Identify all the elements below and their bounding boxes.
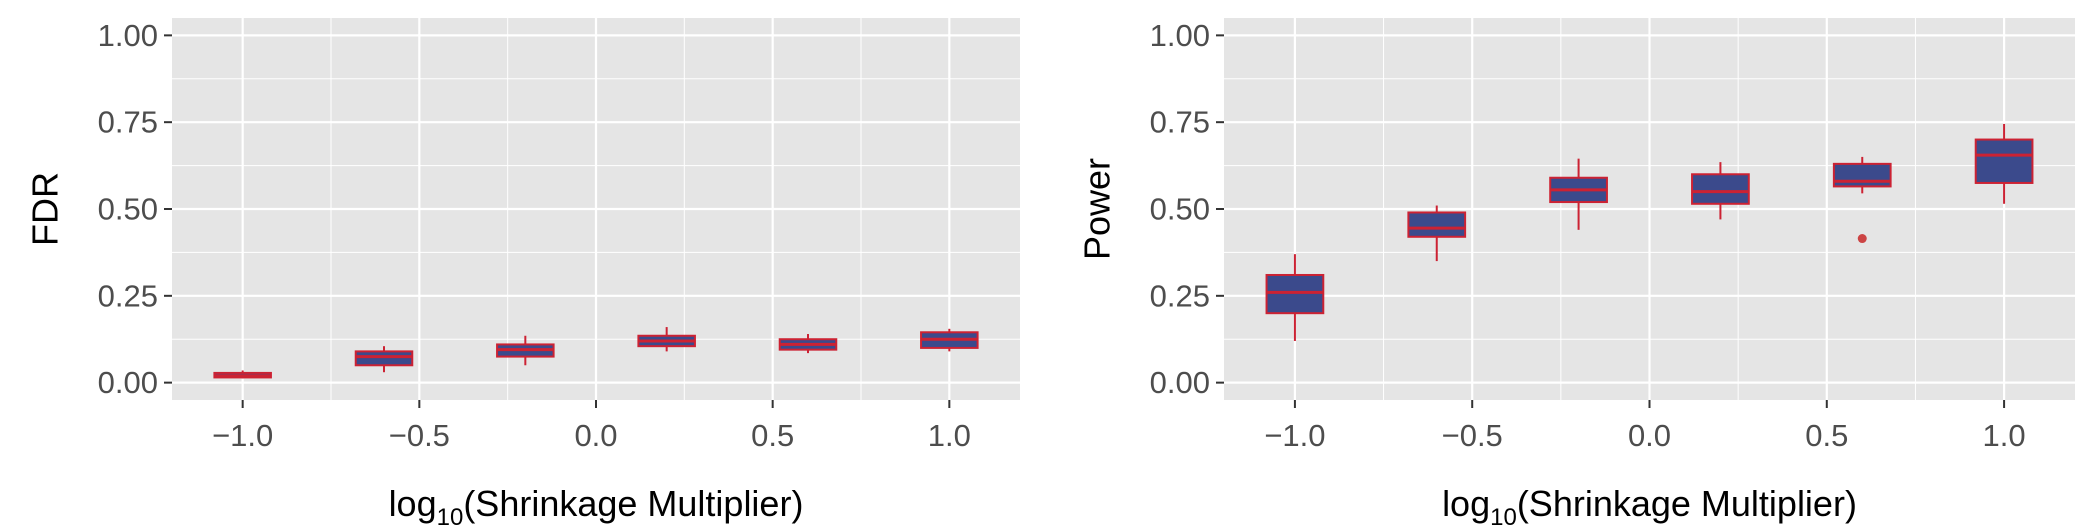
- x-axis-title-rest: (Shrinkage Multiplier): [463, 483, 803, 524]
- box-3: [637, 327, 696, 352]
- box-iqr: [1974, 138, 2034, 184]
- x-tick-label: −0.5: [389, 418, 450, 453]
- x-tick-label: 0.5: [1805, 418, 1848, 453]
- outlier-point: [1857, 234, 1867, 244]
- box-3: [1691, 162, 1750, 220]
- x-axis-title-subscript: 10: [1490, 504, 1517, 530]
- y-tick-label: 0.75: [1150, 105, 1210, 140]
- box-iqr: [354, 350, 414, 367]
- x-axis-title-log: log: [389, 483, 437, 524]
- x-tick-label: −1.0: [1264, 418, 1325, 453]
- box-2: [496, 335, 555, 366]
- y-tick-label: 0.50: [1150, 192, 1210, 227]
- y-axis-title: Power: [1077, 158, 1118, 260]
- box-1: [1407, 205, 1467, 262]
- box-iqr: [1407, 211, 1467, 238]
- box-iqr: [1265, 273, 1325, 315]
- x-axis-title-rest: (Shrinkage Multiplier): [1517, 483, 1857, 524]
- box-iqr: [1832, 162, 1892, 188]
- y-tick-label: 0.50: [98, 192, 158, 227]
- box-iqr: [1691, 173, 1750, 205]
- box-5: [920, 328, 979, 352]
- box-1: [354, 346, 414, 373]
- box-0: [213, 370, 272, 379]
- box-2: [1549, 158, 1608, 230]
- y-axis-title: FDR: [25, 172, 66, 246]
- box-4: [1832, 156, 1892, 244]
- y-tick-label: 1.00: [98, 18, 158, 53]
- x-axis-title-log: log: [1442, 483, 1490, 524]
- y-tick-label: 0.75: [98, 105, 158, 140]
- x-tick-label: 1.0: [928, 418, 971, 453]
- x-axis-title-subscript: 10: [437, 504, 464, 530]
- x-axis-title: log10(Shrinkage Multiplier): [389, 483, 804, 530]
- box-5: [1974, 123, 2034, 204]
- y-tick-label: 0.00: [1150, 365, 1210, 400]
- x-tick-label: −0.5: [1442, 418, 1503, 453]
- x-tick-label: 1.0: [1983, 418, 2026, 453]
- y-tick-label: 0.25: [1150, 278, 1210, 313]
- box-0: [1265, 254, 1325, 341]
- x-tick-label: −1.0: [212, 418, 273, 453]
- x-axis-title: log10(Shrinkage Multiplier): [1442, 483, 1857, 530]
- y-tick-label: 0.00: [98, 365, 158, 400]
- x-tick-label: 0.0: [574, 418, 617, 453]
- y-tick-label: 0.25: [98, 278, 158, 313]
- fdr-chart: 0.00 0.25 0.50 0.75 1.00 −1.0 −0.5 0.0 0.5 1.0 log…: [25, 18, 1020, 530]
- power-chart: 0.00 0.25 0.50 0.75 1.00 −1.0 −0.5 0.0 0.5 1.0 log…: [1077, 18, 2075, 530]
- box-4: [778, 334, 838, 354]
- x-tick-label: 0.5: [751, 418, 794, 453]
- x-tick-label: 0.0: [1628, 418, 1671, 453]
- y-tick-label: 1.00: [1150, 18, 1210, 53]
